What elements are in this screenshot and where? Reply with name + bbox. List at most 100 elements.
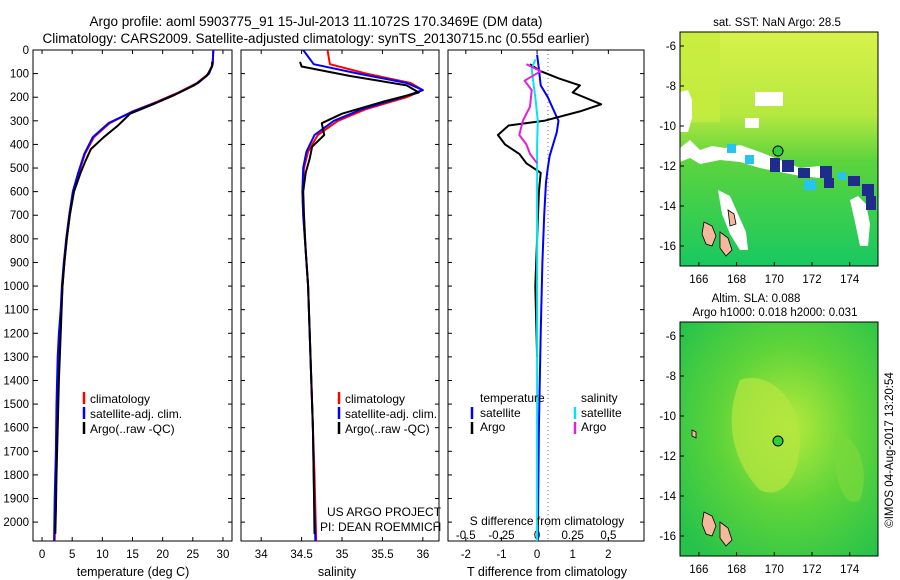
map-lon-tick-label: 170 (765, 274, 784, 286)
depth-tick-label: 500 (10, 163, 29, 175)
depth-tick-label: 1500 (3, 399, 29, 411)
legend-climatology-label: climatology (345, 392, 405, 406)
legend-satellite-label: satellite-adj. clim. (345, 407, 437, 421)
x-tick-label: 35.5 (371, 549, 393, 561)
series-satellite-adj-clim (53, 49, 215, 542)
x-tick-label: -2 (461, 549, 471, 561)
map-lat-tick-label: -16 (659, 241, 676, 253)
island-landmass (691, 429, 697, 439)
series-argo-raw-qc (299, 61, 420, 534)
depth-tick-label: 700 (10, 210, 29, 222)
x-tick-label: 34.5 (290, 549, 312, 561)
island-landmass (701, 511, 717, 537)
map-lat-tick-label: -14 (659, 491, 676, 503)
legend-s-argo-label: Argo (581, 420, 607, 434)
map-lat-tick-label: -6 (666, 331, 676, 343)
legend-argo-label: Argo(..raw -QC) (90, 422, 175, 436)
temperature-axis-label: temperature (deg C) (77, 565, 190, 579)
series-satellite-adj-clim (301, 49, 424, 542)
depth-tick-label: 1100 (4, 305, 29, 317)
sst-cell (824, 178, 834, 188)
map-lon-tick-label: 168 (727, 274, 746, 286)
depth-tick-label: 200 (10, 92, 29, 104)
map-lat-tick-label: -12 (659, 161, 676, 173)
sst-map-frame (679, 31, 879, 267)
difference-panel-frame (447, 49, 645, 542)
figure-subtitle: Climatology: CARS2009. Satellite-adjuste… (42, 31, 589, 46)
sst-cell (804, 180, 816, 190)
sst-cell (798, 168, 810, 178)
sst-cell (745, 155, 754, 164)
island-landmass (719, 231, 733, 257)
map-lon-tick-label: 172 (802, 274, 821, 286)
salinity-x-axis: 34 34.5 35 35.5 36 (255, 50, 429, 561)
x-tick-label: 2 (605, 549, 611, 561)
s-tick-label: -0.5 (456, 530, 476, 542)
depth-tick-label: 1400 (3, 375, 29, 387)
depth-tick-label: 1700 (3, 446, 29, 458)
map-lat-tick-label: -8 (666, 371, 676, 383)
sla-map-axes: 166 168 170 172 174 -6 -8 -10 -12 -14 -16 (659, 331, 860, 576)
sst-cell (820, 166, 832, 178)
sst-cell (866, 196, 876, 210)
imos-stamp: ©IMOS 04-Aug-2017 13:20:54 (884, 372, 896, 528)
series-t-argo (496, 63, 603, 357)
series-climatology (53, 49, 215, 542)
x-tick-label: 34 (255, 549, 268, 561)
series-argo-raw-qc (54, 61, 214, 534)
s-tick-label: 0.25 (562, 530, 584, 542)
legend-climatology-label: climatology (90, 392, 150, 406)
salinity-panel-frame (240, 49, 440, 542)
depth-tick-label: 1200 (3, 328, 29, 340)
s-tick-label: 0.5 (600, 530, 616, 542)
map-lat-tick-label: -16 (659, 531, 676, 543)
legend-s-satellite-label: satellite (581, 406, 622, 420)
series-s-argo (518, 63, 542, 164)
x-tick-label: 1 (570, 549, 576, 561)
project-note: US ARGO PROJECT (327, 505, 442, 519)
x-tick-label: -1 (496, 549, 506, 561)
depth-axis: 0 100 200 300 400 500 600 700 800 900 1000 1100 1200… (3, 45, 644, 529)
depth-tick-label: 600 (10, 187, 29, 199)
series-s-satellite (530, 59, 539, 541)
s-difference-x-axis: -0.5 -0.25 0 0.25 0.5 (456, 530, 616, 542)
temperature-legend: climatology satellite-adj. clim. Argo(..… (82, 392, 182, 436)
map-lon-tick-label: 170 (765, 564, 784, 576)
sst-cell (727, 144, 736, 153)
salinity-axis-label: salinity (318, 565, 357, 579)
argo-location-marker (772, 435, 784, 447)
legend-salinity-title: salinity (581, 391, 618, 405)
sla-anomaly (834, 430, 864, 502)
sla-map-title-line1: Altim. SLA: 0.088 (712, 293, 801, 305)
sst-missing-patch (680, 90, 692, 132)
depth-tick-label: 800 (10, 234, 29, 246)
sst-cell (770, 158, 780, 172)
map-lat-tick-label: -10 (659, 121, 676, 133)
t-difference-x-axis: -2 -1 0 1 2 (461, 50, 612, 561)
map-lon-tick-label: 166 (689, 564, 708, 576)
legend-t-satellite-label: satellite (480, 406, 521, 420)
sst-map-title: sat. SST: NaN Argo: 28.5 (713, 17, 841, 29)
map-lat-tick-label: -12 (659, 451, 676, 463)
sla-map (679, 321, 879, 557)
depth-tick-label: 1300 (3, 352, 29, 364)
temperature-x-axis: 0 5 10 15 20 25 30 (39, 50, 229, 561)
pi-note: PI: DEAN ROEMMICH (320, 520, 441, 534)
s-tick-label: -0.25 (488, 530, 514, 542)
island-landmass (727, 209, 737, 227)
depth-tick-label: 2000 (3, 517, 29, 529)
legend-argo-label: Argo(..raw -QC) (345, 422, 430, 436)
x-tick-label: 25 (186, 549, 199, 561)
sla-map-frame (679, 321, 879, 557)
depth-tick-label: 400 (10, 139, 29, 151)
t-difference-axis-label: T difference from climatology (467, 565, 628, 579)
series-climatology (301, 49, 424, 542)
depth-tick-label: 1000 (3, 281, 29, 293)
sst-missing-patch (745, 118, 759, 128)
temperature-series (53, 49, 215, 542)
salinity-legend: climatology satellite-adj. clim. Argo(..… (337, 392, 437, 436)
s-difference-axis-label: S difference from climatology (470, 514, 625, 528)
difference-legend: temperature satellite Argo salinity sate… (470, 391, 622, 434)
depth-tick-label: 1900 (3, 494, 29, 506)
